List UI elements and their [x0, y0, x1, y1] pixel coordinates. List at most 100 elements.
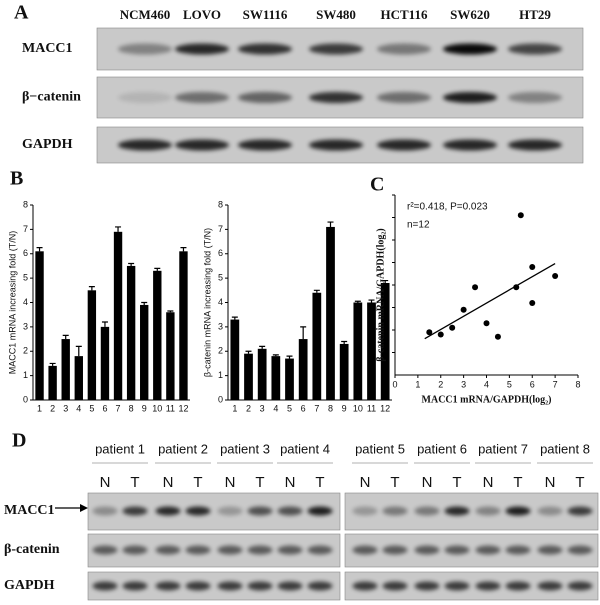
- lane-label: T: [575, 474, 584, 491]
- error-bar: [231, 316, 238, 320]
- blot-band: [444, 545, 470, 555]
- lane-label: N: [545, 474, 556, 491]
- blot-band: [382, 581, 408, 591]
- lane-label: T: [513, 474, 522, 491]
- row-label: β−catenin: [22, 90, 81, 105]
- panel-label: B: [10, 168, 23, 190]
- lane-label: T: [315, 474, 324, 491]
- blot-band: [185, 506, 211, 516]
- blot-band: [537, 506, 563, 516]
- error-bar: [180, 247, 187, 252]
- patient-label: patient 2: [158, 441, 208, 456]
- x-tick-label: 6: [301, 403, 306, 413]
- bar: [48, 365, 57, 400]
- bar: [244, 353, 253, 400]
- blot-band: [505, 545, 531, 555]
- blot-band: [155, 506, 181, 516]
- error-bar: [382, 279, 389, 283]
- blot-band: [475, 506, 501, 516]
- bar: [179, 251, 188, 400]
- point: [460, 306, 467, 313]
- blot-band: [443, 43, 497, 55]
- point: [426, 329, 433, 336]
- y-tick-label: 2: [23, 346, 28, 356]
- blot-band: [309, 92, 363, 103]
- error-bar: [300, 326, 307, 340]
- blot-band: [505, 581, 531, 591]
- x-axis-label: MACC1 mRNA/GAPDH(log₂): [422, 394, 552, 405]
- x-tick-label: 4: [484, 379, 489, 389]
- blot-band: [475, 545, 501, 555]
- point: [529, 264, 536, 270]
- bar: [367, 302, 376, 400]
- lane-label: N: [225, 474, 236, 491]
- patient-label: patient 7: [478, 441, 528, 456]
- blot-band: [175, 139, 229, 151]
- error-bar: [286, 355, 293, 359]
- patient-label: patient 5: [355, 441, 405, 456]
- lane-label: HT29: [519, 7, 551, 22]
- annotation: r²=0.418, P=0.023: [407, 202, 488, 213]
- x-tick-label: 10: [353, 403, 363, 413]
- blot-band: [377, 92, 431, 103]
- x-tick-label: 7: [553, 379, 558, 389]
- bar: [87, 290, 97, 400]
- x-tick-label: 9: [142, 403, 147, 413]
- panel-label: D: [12, 430, 26, 452]
- lane-label: T: [255, 474, 264, 491]
- blot-band: [567, 506, 593, 516]
- error-bar: [167, 310, 174, 313]
- error-bar: [115, 226, 122, 232]
- error-bar: [75, 345, 82, 357]
- point: [437, 331, 444, 338]
- y-tick-label: 7: [23, 224, 28, 234]
- blot-band: [175, 43, 229, 55]
- x-tick-label: 4: [76, 403, 81, 413]
- error-bar: [313, 289, 320, 293]
- y-axis-label: β-catenin mRNA/GAPDH(log₂): [375, 228, 386, 362]
- x-tick-label: 1: [37, 403, 42, 413]
- y-axis-label: β-catenin mRNA increasing fold (T/N): [202, 228, 212, 377]
- error-bar: [141, 301, 148, 305]
- y-tick-label: 5: [218, 273, 223, 283]
- row-label: MACC1: [22, 41, 73, 56]
- x-tick-label: 6: [102, 403, 107, 413]
- row-label: GAPDH: [4, 578, 55, 593]
- x-tick-label: 3: [260, 403, 265, 413]
- blot-band: [377, 139, 431, 151]
- blot-band: [352, 506, 378, 516]
- lane-label: N: [100, 474, 111, 491]
- x-tick-label: 3: [63, 403, 68, 413]
- blot-band: [377, 43, 431, 55]
- blot-band: [567, 581, 593, 591]
- y-tick-label: 0: [218, 394, 223, 404]
- blot-band: [508, 139, 562, 151]
- bar: [339, 343, 349, 400]
- blot-band: [382, 545, 408, 555]
- row-label: MACC1: [4, 503, 55, 518]
- point: [494, 333, 501, 340]
- arrow-head: [80, 504, 88, 512]
- point: [529, 300, 536, 306]
- blot-band: [277, 581, 303, 591]
- bar: [100, 326, 110, 400]
- y-tick-label: 5: [23, 273, 28, 283]
- bar: [312, 292, 322, 400]
- blot-band: [185, 545, 211, 555]
- x-tick-label: 5: [89, 403, 94, 413]
- bar: [126, 265, 136, 400]
- blot-band: [352, 545, 378, 555]
- x-tick-label: 3: [461, 379, 466, 389]
- point: [517, 212, 524, 219]
- point: [483, 320, 490, 327]
- blot-band: [238, 92, 292, 103]
- blot-band: [414, 581, 440, 591]
- blot-band: [122, 581, 148, 591]
- bar: [74, 356, 83, 400]
- y-tick-label: 8: [23, 199, 28, 209]
- x-tick-label: 1: [415, 379, 420, 389]
- trendline: [424, 262, 556, 340]
- lane-label: N: [163, 474, 174, 491]
- error-bar: [62, 334, 69, 340]
